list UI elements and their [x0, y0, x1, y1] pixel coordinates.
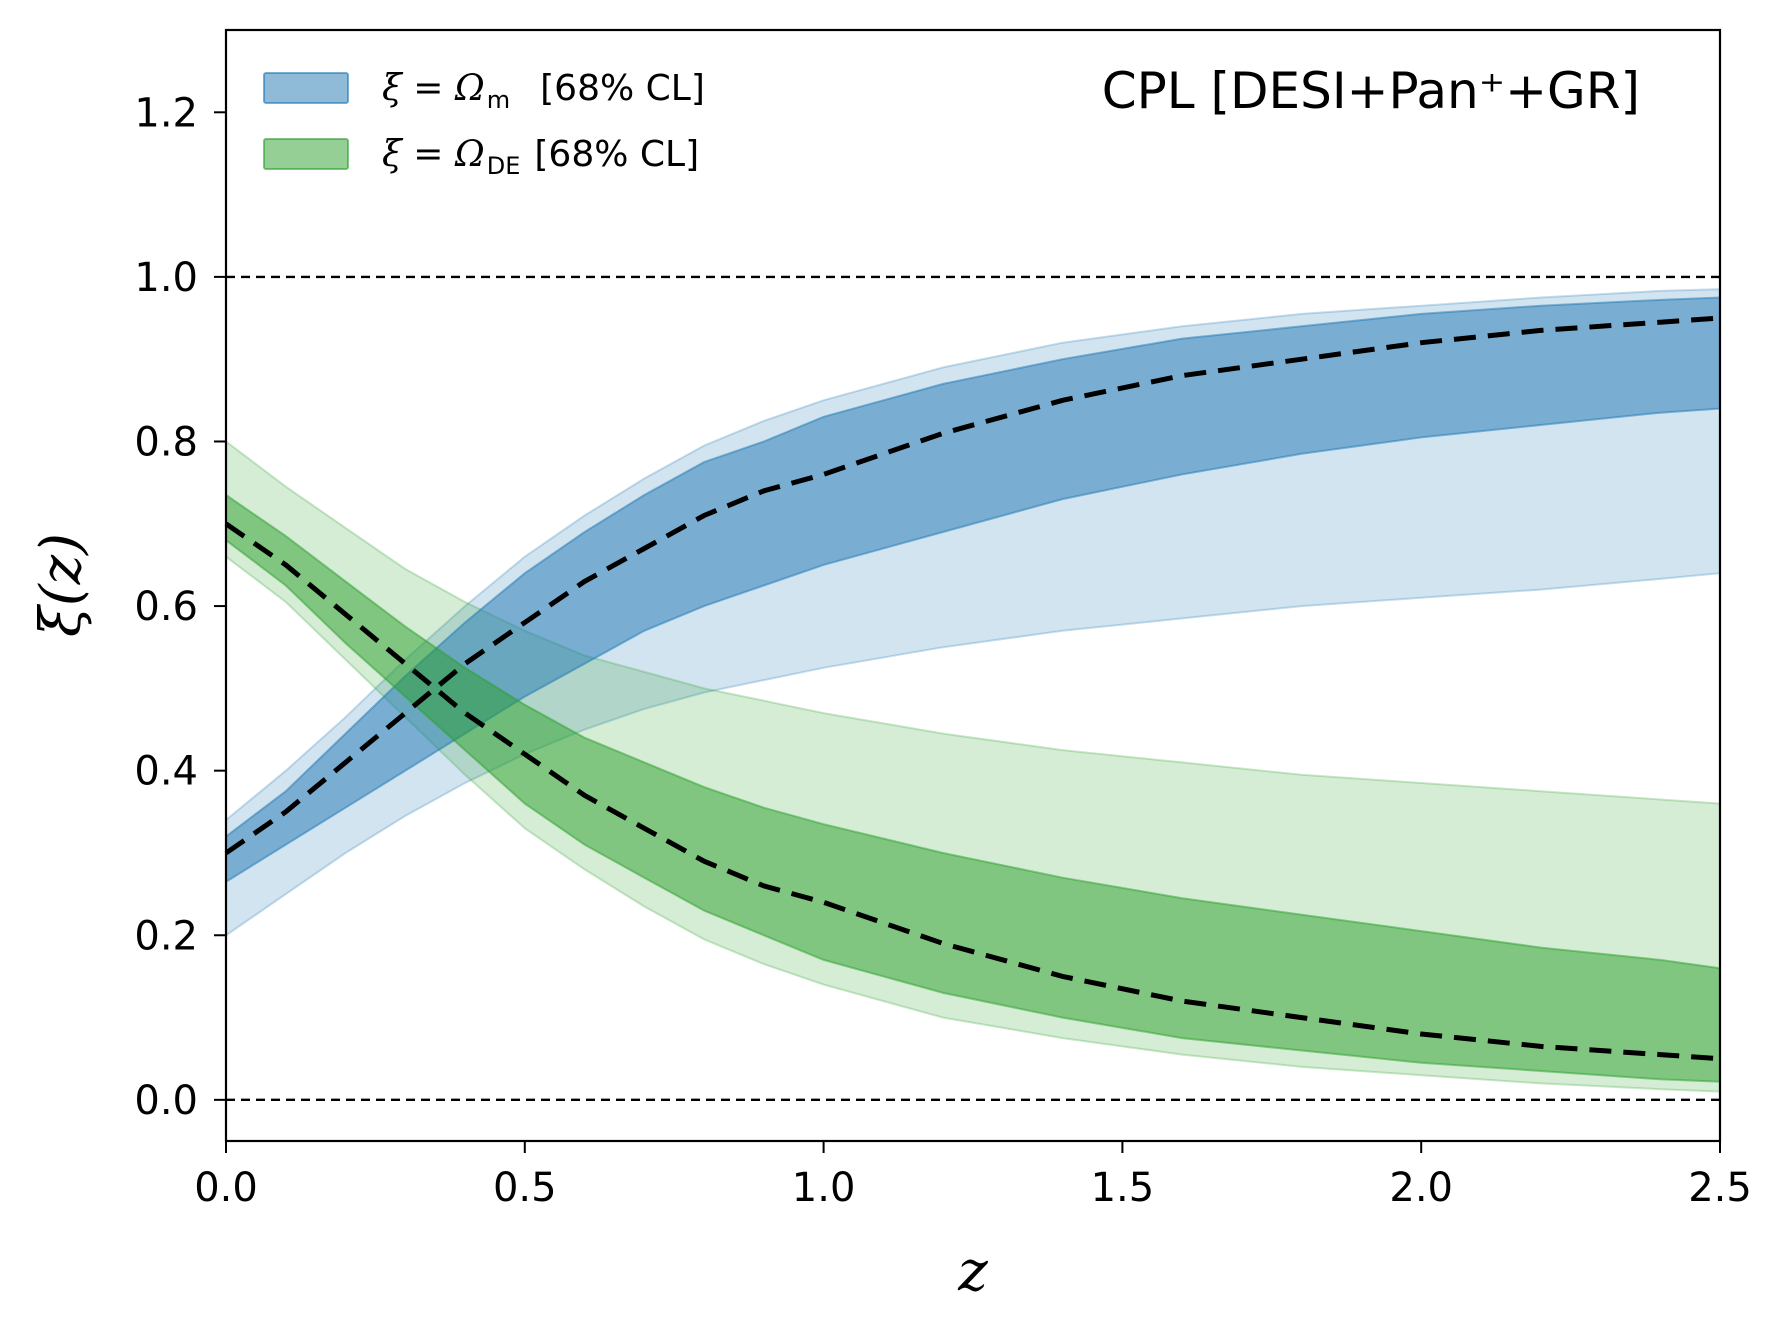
y-tick-label: 0.2 [134, 913, 198, 959]
x-tick-label: 1.0 [792, 1165, 856, 1211]
median-lines [224, 315, 1721, 1062]
chart-title: CPL [DESI+Pan⁺+GR] [1102, 62, 1640, 120]
legend: ξ = Ωm [68% CL] ξ = ΩDE [68% CL] [263, 68, 705, 180]
y-tick-label: 1.0 [134, 255, 198, 301]
legend-item-omega-de: ξ = ΩDE [68% CL] [263, 134, 699, 180]
x-axis-ticks: 0.0 0.5 1.0 1.5 2.0 2.5 [194, 1141, 1752, 1211]
median-line-omega-de [224, 521, 1721, 1062]
y-tick-label: 1.2 [134, 90, 198, 136]
x-tick-label: 0.0 [194, 1165, 258, 1211]
x-tick-label: 2.0 [1389, 1165, 1453, 1211]
legend-label-omega-de: ξ = ΩDE [68% CL] [382, 134, 699, 180]
confidence-bands [225, 288, 1721, 1093]
y-axis-ticks: 0.0 0.2 0.4 0.6 0.8 1.0 1.2 [134, 90, 226, 1124]
y-tick-label: 0.8 [134, 419, 198, 465]
x-axis-label: z [957, 1239, 988, 1304]
plot-frame [224, 28, 1722, 1143]
legend-swatch-omega-m [263, 72, 349, 104]
y-axis-label: ξ(z) [29, 533, 94, 637]
y-tick-label: 0.6 [134, 584, 198, 630]
x-tick-label: 1.5 [1091, 1165, 1155, 1211]
legend-item-omega-m: ξ = Ωm [68% CL] [263, 68, 705, 114]
legend-swatch-omega-de [263, 138, 349, 170]
x-tick-label: 2.5 [1688, 1165, 1752, 1211]
median-line-omega-m [224, 315, 1721, 856]
y-tick-label: 0.4 [134, 749, 198, 795]
x-tick-label: 0.5 [493, 1165, 557, 1211]
reference-lines [226, 275, 1720, 1102]
y-tick-label: 0.0 [134, 1078, 198, 1124]
legend-label-omega-m: ξ = Ωm [68% CL] [382, 68, 705, 114]
